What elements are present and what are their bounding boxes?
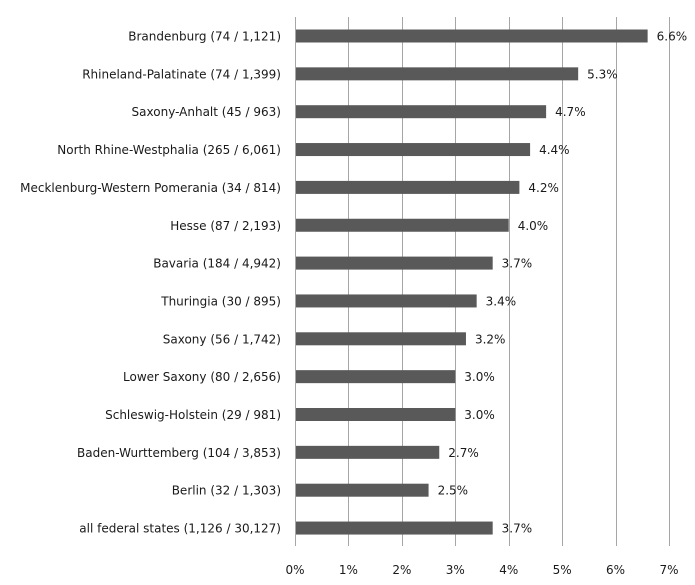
bar	[296, 67, 579, 81]
data-label: 2.5%	[438, 484, 469, 498]
x-tick-label: 6%	[606, 563, 625, 577]
data-label: 2.7%	[448, 446, 479, 460]
data-label: 3.7%	[502, 522, 532, 536]
category-label: Saxony (56 / 1,742)	[163, 332, 281, 346]
data-label: 4.0%	[518, 219, 549, 233]
category-label: Brandenburg (74 / 1,121)	[128, 30, 281, 44]
category-label: Bavaria (184 / 4,942)	[153, 257, 281, 271]
category-label: Rhineland-Palatinate (74 / 1,399)	[82, 67, 281, 81]
bar	[296, 218, 509, 232]
bar	[296, 143, 531, 157]
data-label: 3.0%	[464, 370, 495, 384]
category-label: Mecklenburg-Western Pomerania (34 / 814)	[20, 181, 281, 195]
data-label: 5.3%	[587, 67, 618, 81]
bar	[296, 294, 477, 308]
category-label: Lower Saxony (80 / 2,656)	[123, 370, 281, 384]
bar	[296, 105, 547, 119]
bar	[296, 29, 648, 43]
x-tick-label: 0%	[285, 563, 304, 577]
bar	[296, 408, 456, 421]
category-label: Saxony-Anhalt (45 / 963)	[132, 105, 281, 119]
bar	[296, 483, 429, 497]
data-label: 3.4%	[486, 294, 516, 308]
category-label: Schleswig-Holstein (29 / 981)	[105, 408, 281, 422]
bar	[296, 332, 466, 346]
data-label: 4.4%	[539, 143, 570, 157]
data-label: 3.0%	[464, 408, 495, 422]
bars	[296, 29, 648, 535]
bar	[296, 445, 440, 459]
category-label: Thuringia (30 / 895)	[160, 294, 281, 308]
category-label: Hesse (87 / 2,193)	[170, 219, 281, 233]
category-label: Baden-Wurttemberg (104 / 3,853)	[77, 446, 281, 460]
x-tick-label: 1%	[339, 563, 358, 577]
bar	[296, 521, 493, 535]
x-tick-label: 5%	[553, 563, 572, 577]
x-axis-tick-labels: 0% 1% 2% 3% 4% 5% 6% 7%	[285, 563, 678, 577]
bar	[296, 370, 456, 384]
x-tick-label: 7%	[659, 563, 678, 577]
category-label: North Rhine-Westphalia (265 / 6,061)	[57, 143, 281, 157]
gridlines	[295, 17, 670, 546]
value-labels: 6.6% 5.3% 4.7% 4.4% 4.2% 4.0% 3.7% 3.4% 3.2% 3.0%…	[438, 30, 688, 536]
data-label: 3.2%	[475, 332, 506, 346]
x-tick-label: 3%	[446, 563, 465, 577]
category-label: Berlin (32 / 1,303)	[172, 484, 281, 498]
x-tick-label: 2%	[392, 563, 411, 577]
bar	[296, 180, 520, 194]
data-label: 4.7%	[555, 105, 586, 119]
data-label: 4.2%	[528, 181, 559, 195]
x-tick-label: 4%	[499, 563, 518, 577]
category-label: all federal states (1,126 / 30,127)	[79, 522, 281, 536]
category-labels: Brandenburg (74 / 1,121) Rhineland-Palati…	[20, 30, 281, 536]
data-label: 6.6%	[657, 30, 688, 44]
data-label: 3.7%	[502, 257, 532, 271]
bar	[296, 256, 493, 270]
